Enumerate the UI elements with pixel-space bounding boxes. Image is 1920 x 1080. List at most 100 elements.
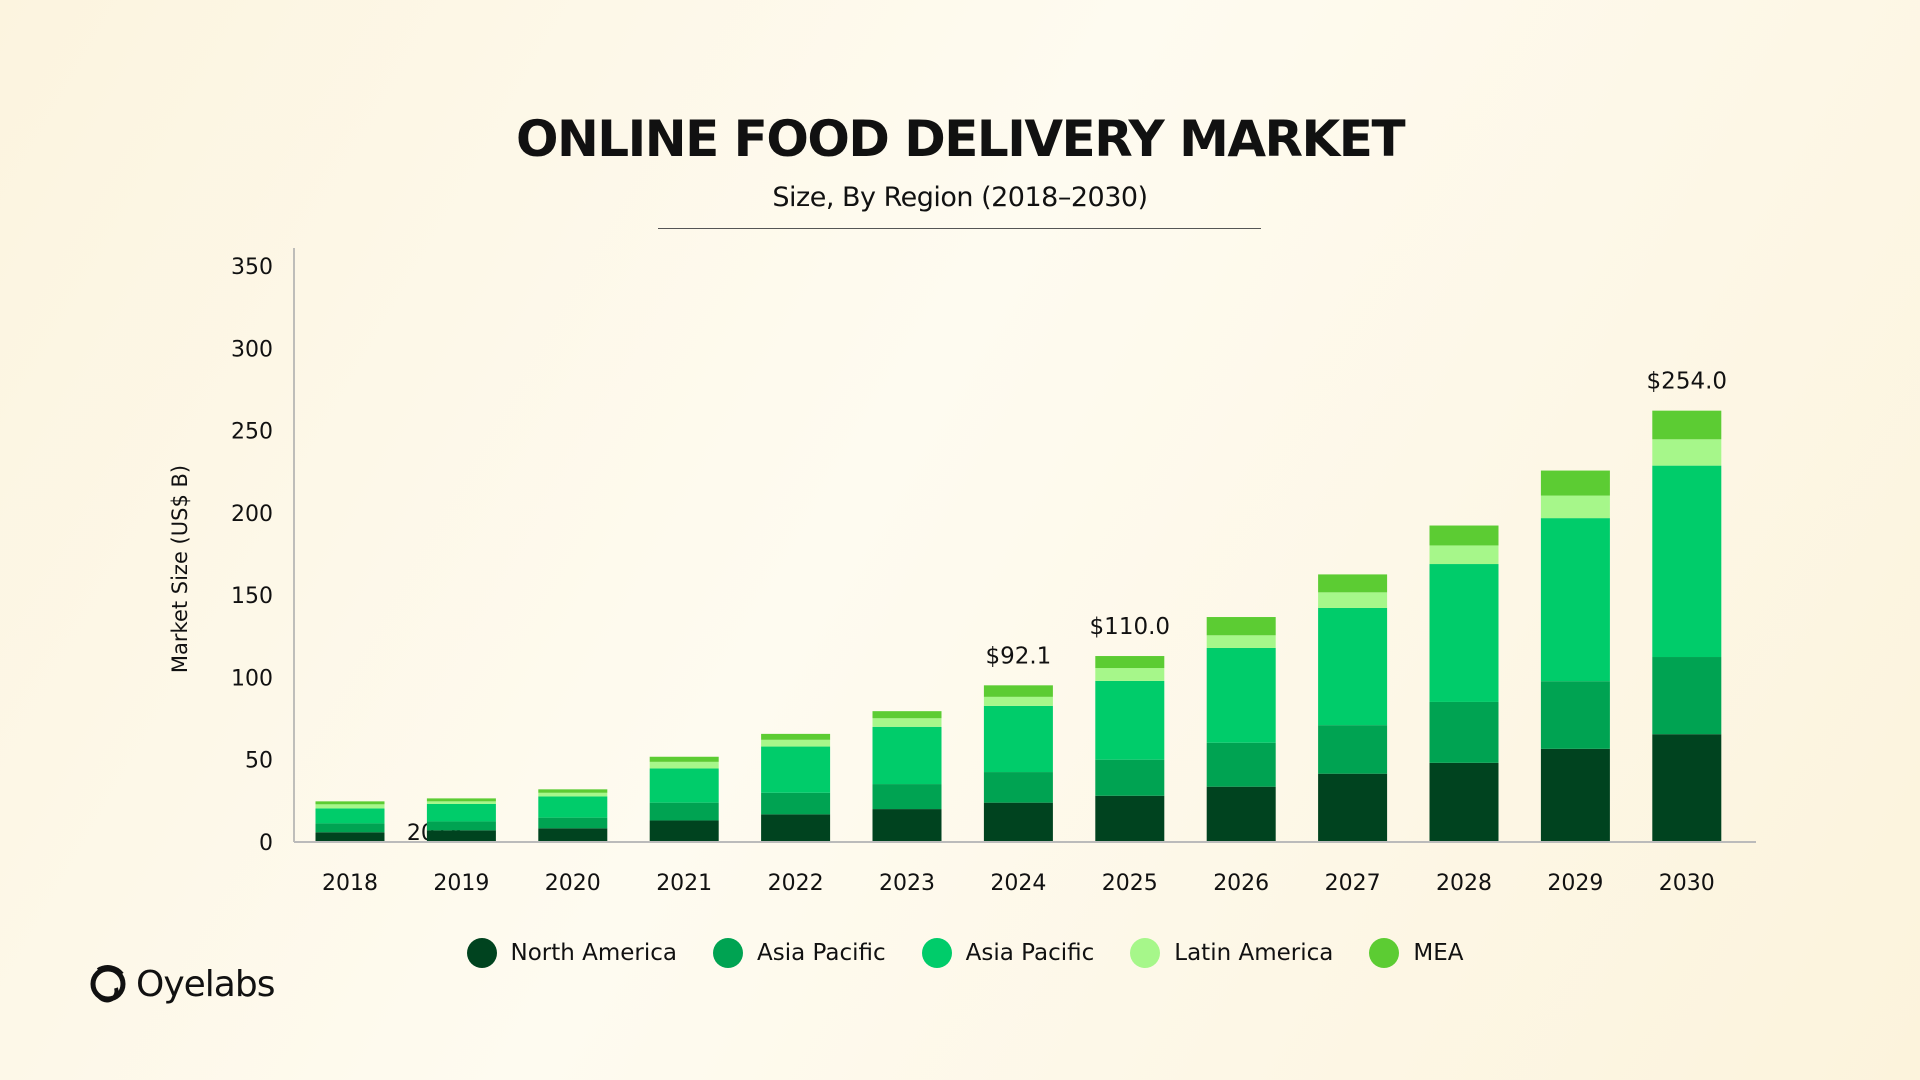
oyelabs-logo-icon: [90, 965, 126, 1003]
bar-segment-2022-series-4: [761, 733, 831, 740]
bar-segment-2025-series-0: [1095, 795, 1165, 842]
bar-segment-2030-series-4: [1652, 410, 1722, 440]
x-tick-label: 2022: [768, 871, 824, 896]
legend-label: Asia Pacific: [965, 940, 1095, 966]
bar-segment-2030-series-3: [1652, 439, 1722, 466]
chart-subtitle: Size, By Region (2018–2030): [772, 182, 1148, 213]
x-tick-label: 2023: [879, 871, 935, 896]
bar-segment-2020-series-4: [538, 789, 608, 793]
bar-segment-2023-series-3: [872, 718, 942, 727]
legend-item: MEA: [1369, 938, 1463, 968]
bar-segment-2022-series-1: [761, 792, 831, 815]
bar-segment-2023-series-2: [872, 726, 942, 785]
bar-segment-2019-series-3: [426, 801, 496, 804]
y-tick-label: 150: [231, 584, 273, 609]
bar-segment-2028-series-2: [1429, 564, 1499, 702]
x-tick-label: 2027: [1325, 871, 1381, 896]
x-tick-label: 2018: [322, 871, 378, 896]
bar-segment-2022-series-2: [761, 746, 831, 793]
bar-segment-2022-series-0: [761, 814, 831, 842]
x-tick-label: 2024: [990, 871, 1046, 896]
bar-segment-2019-series-1: [426, 821, 496, 831]
bar-segment-2023-series-1: [872, 784, 942, 810]
y-tick-label: 50: [245, 749, 273, 774]
bar-segment-2027-series-0: [1318, 773, 1388, 842]
bar-segment-2019-series-2: [426, 803, 496, 822]
bar-segment-2027-series-4: [1318, 574, 1388, 593]
bar-segment-2020-series-1: [538, 817, 608, 829]
bar-segment-2030-series-2: [1652, 465, 1722, 658]
legend: North America Asia Pacific Asia Pacific Lat…: [0, 938, 1920, 968]
brand-name: Oyelabs: [136, 963, 275, 1005]
legend-swatch: [1130, 938, 1161, 968]
chart-title: ONLINE FOOD DELIVERY MARKET: [515, 110, 1406, 168]
legend-swatch: [1369, 938, 1400, 968]
legend-swatch: [921, 938, 952, 968]
bar-segment-2018-series-3: [315, 804, 385, 809]
x-tick-label: 2029: [1547, 871, 1603, 896]
y-tick-label: 300: [231, 337, 273, 362]
bar-segment-2021-series-1: [649, 802, 719, 821]
bar-segment-2020-series-2: [538, 796, 608, 818]
x-tick-label: 2026: [1213, 871, 1269, 896]
bar-segment-2018-series-4: [315, 801, 385, 805]
bar-segment-2021-series-3: [649, 761, 719, 769]
bar-segment-2028-series-3: [1429, 545, 1499, 565]
title-divider: [658, 228, 1261, 229]
bar-segment-2018-series-0: [315, 832, 385, 842]
bar-segment-2020-series-0: [538, 828, 608, 842]
legend-label: Latin America: [1174, 940, 1334, 966]
bar-segment-2028-series-4: [1429, 525, 1499, 546]
bar-segment-2029-series-1: [1540, 681, 1610, 749]
x-tick-label: 2019: [433, 871, 489, 896]
y-tick-label: 200: [231, 502, 273, 527]
bar-segment-2023-series-0: [872, 809, 942, 842]
bar-segment-2019-series-4: [426, 798, 496, 802]
bar-segment-2027-series-3: [1318, 592, 1388, 608]
x-tick-label: 2025: [1102, 871, 1158, 896]
bar-segment-2026-series-2: [1206, 647, 1276, 743]
bar-segment-2024-series-3: [983, 696, 1053, 706]
bar-segment-2018-series-2: [315, 808, 385, 824]
legend-label: MEA: [1413, 940, 1464, 966]
bar-segment-2026-series-3: [1206, 635, 1276, 648]
legend-item: Latin America: [1130, 938, 1333, 968]
legend-label: Asia Pacific: [757, 940, 886, 966]
y-tick-label: 0: [259, 831, 273, 856]
legend-item: Asia Pacific: [713, 938, 886, 968]
bar-segment-2024-series-4: [983, 685, 1053, 697]
legend-label: North America: [510, 940, 678, 966]
legend-swatch: [466, 938, 497, 968]
bar-segment-2020-series-3: [538, 792, 608, 797]
legend-swatch: [713, 938, 744, 968]
bar-segment-2026-series-0: [1206, 786, 1276, 842]
x-tick-label: 2020: [545, 871, 601, 896]
bar-segment-2028-series-0: [1429, 762, 1499, 842]
bar-segment-2029-series-2: [1540, 518, 1610, 682]
bar-segment-2021-series-4: [649, 756, 719, 762]
bar-segment-2028-series-1: [1429, 701, 1499, 763]
legend-item: Asia Pacific: [921, 938, 1095, 968]
brand-logo: Oyelabs: [88, 962, 275, 1006]
x-tick-label: 2030: [1659, 871, 1715, 896]
legend-item: North America: [466, 938, 678, 968]
y-tick-label: 350: [231, 255, 273, 280]
data-label: $254.0: [1647, 369, 1727, 395]
bar-segment-2018-series-1: [315, 823, 385, 833]
bar-segment-2022-series-3: [761, 739, 831, 747]
bar-segment-2024-series-2: [983, 705, 1053, 773]
bar-segment-2024-series-0: [983, 802, 1053, 842]
bar-segment-2024-series-1: [983, 772, 1053, 803]
bar-segment-2029-series-4: [1540, 470, 1610, 496]
bar-segment-2026-series-4: [1206, 617, 1276, 636]
bar-segment-2027-series-1: [1318, 725, 1388, 774]
bar-segment-2021-series-2: [649, 768, 719, 803]
bar-segment-2023-series-4: [872, 711, 942, 719]
data-label: $92.1: [985, 643, 1051, 669]
bar-segment-2027-series-2: [1318, 607, 1388, 726]
bar-segment-2029-series-3: [1540, 495, 1610, 519]
x-tick-label: 2028: [1436, 871, 1492, 896]
bar-segment-2030-series-0: [1652, 734, 1722, 842]
y-tick-label: 100: [231, 666, 273, 691]
